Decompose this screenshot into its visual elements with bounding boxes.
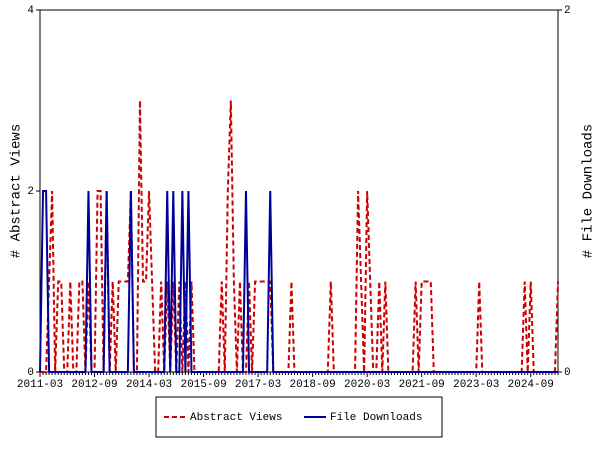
legend-label: File Downloads [330, 412, 422, 424]
x-tick-label: 2017-03 [235, 379, 281, 391]
y-axis-label: # Abstract Views [9, 124, 25, 258]
x-tick-label: 2011-03 [17, 379, 63, 391]
x-tick-label: 2024-09 [508, 379, 554, 391]
x-tick-label: 2020-03 [344, 379, 390, 391]
x-tick-label: 2015-09 [180, 379, 226, 391]
y2-tick-label: 0 [564, 367, 571, 379]
series-line [39, 190, 558, 373]
y2-axis-label: # File Downloads [581, 124, 597, 258]
legend-label: Abstract Views [190, 412, 282, 424]
series-line [40, 100, 559, 373]
x-tick-label: 2012-09 [71, 379, 117, 391]
x-tick-label: 2023-03 [453, 379, 499, 391]
x-tick-label: 2014-03 [126, 379, 172, 391]
y2-tick-label: 2 [564, 5, 571, 17]
legend-box [155, 396, 443, 438]
y-tick-label: 0 [27, 367, 34, 379]
y-tick-label: 4 [27, 5, 34, 17]
x-tick-label: 2018-09 [290, 379, 336, 391]
y-tick-label: 2 [27, 186, 34, 198]
x-tick-label: 2021-09 [399, 379, 445, 391]
